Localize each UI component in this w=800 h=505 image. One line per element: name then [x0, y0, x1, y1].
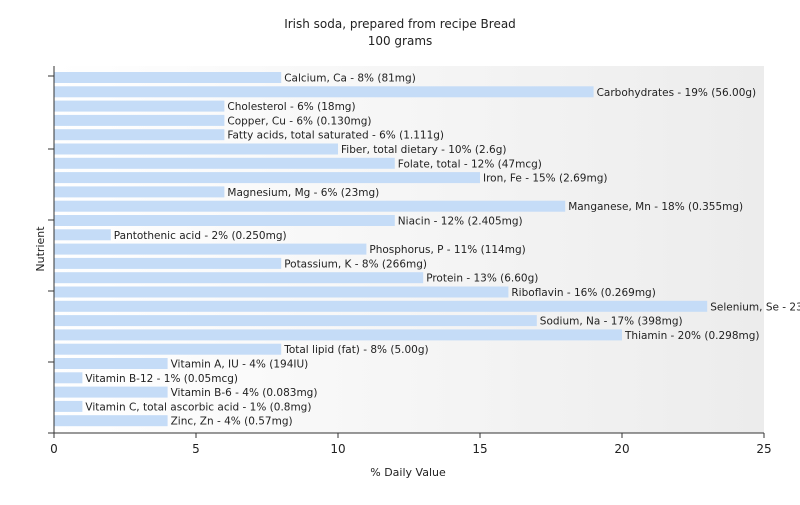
- x-tick-label: 15: [472, 442, 487, 456]
- y-ticks-group: [48, 75, 54, 434]
- bar: [54, 200, 566, 212]
- chart-subtitle: 100 grams: [368, 34, 433, 48]
- bar: [54, 400, 83, 412]
- x-ticks-group: 0 5 10 15 20 25: [50, 433, 772, 456]
- bar: [54, 272, 424, 284]
- bar: [54, 114, 225, 126]
- bar: [54, 143, 338, 155]
- bar: [54, 358, 168, 369]
- bar-label: Niacin - 12% (2.405mg): [398, 216, 523, 228]
- bar-label: Vitamin B-12 - 1% (0.05mcg): [85, 373, 238, 385]
- bar: [54, 386, 168, 398]
- bars-group: [54, 72, 708, 427]
- bar-label: Thiamin - 20% (0.298mg): [624, 330, 760, 342]
- bar: [54, 100, 225, 112]
- x-axis-label: % Daily Value: [370, 466, 446, 479]
- bar-label: Potassium, K - 8% (266mg): [284, 258, 427, 270]
- bar: [54, 215, 395, 226]
- bar-label: Protein - 13% (6.60g): [426, 273, 538, 285]
- bar-label: Zinc, Zn - 4% (0.57mg): [171, 416, 293, 428]
- bar-label: Magnesium, Mg - 6% (23mg): [227, 187, 379, 199]
- x-tick-label: 0: [50, 442, 58, 456]
- bar: [54, 86, 594, 98]
- x-tick-label: 25: [756, 442, 771, 456]
- bar-label: Selenium, Se - 23% (16.0mcg): [710, 301, 800, 313]
- bar: [54, 300, 708, 312]
- bar-label: Cholesterol - 6% (18mg): [227, 101, 355, 113]
- bar-label: Manganese, Mn - 18% (0.355mg): [568, 201, 743, 213]
- x-tick-label: 10: [330, 442, 345, 456]
- x-tick-label: 5: [192, 442, 200, 456]
- bar: [54, 329, 622, 341]
- bar-label: Copper, Cu - 6% (0.130mg): [227, 115, 371, 127]
- bar: [54, 229, 111, 241]
- x-tick-label: 20: [614, 442, 629, 456]
- bar-label: Iron, Fe - 15% (2.69mg): [483, 173, 607, 185]
- chart-title: Irish soda, prepared from recipe Bread: [284, 17, 516, 31]
- bar-label: Pantothenic acid - 2% (0.250mg): [114, 230, 287, 242]
- bar: [54, 157, 395, 169]
- bar-label: Carbohydrates - 19% (56.00g): [597, 87, 757, 99]
- bar: [54, 343, 282, 355]
- bar-label: Riboflavin - 16% (0.269mg): [511, 287, 655, 299]
- bar-label: Total lipid (fat) - 8% (5.00g): [283, 344, 428, 356]
- bar: [54, 186, 225, 198]
- bar: [54, 415, 168, 427]
- bar: [54, 72, 282, 83]
- bar-label: Vitamin B-6 - 4% (0.083mg): [171, 387, 318, 399]
- bar: [54, 372, 83, 384]
- bar-label: Vitamin A, IU - 4% (194IU): [171, 359, 309, 371]
- bar-labels-group: Calcium, Ca - 8% (81mg) Carbohydrates - 1…: [85, 73, 800, 428]
- bar: [54, 315, 537, 327]
- bar: [54, 243, 367, 255]
- y-axis-label: Nutrient: [34, 226, 47, 272]
- bar-label: Sodium, Na - 17% (398mg): [540, 316, 683, 328]
- bar-label: Phosphorus, P - 11% (114mg): [369, 244, 525, 256]
- bar-label: Fiber, total dietary - 10% (2.6g): [341, 144, 506, 156]
- bar-label: Calcium, Ca - 8% (81mg): [284, 73, 416, 85]
- bar: [54, 286, 509, 298]
- bar: [54, 172, 480, 184]
- bar: [54, 257, 282, 269]
- bar-label: Folate, total - 12% (47mcg): [398, 158, 542, 170]
- bar-label: Vitamin C, total ascorbic acid - 1% (0.8…: [85, 401, 311, 413]
- bar: [54, 129, 225, 141]
- bar-label: Fatty acids, total saturated - 6% (1.111…: [227, 130, 444, 142]
